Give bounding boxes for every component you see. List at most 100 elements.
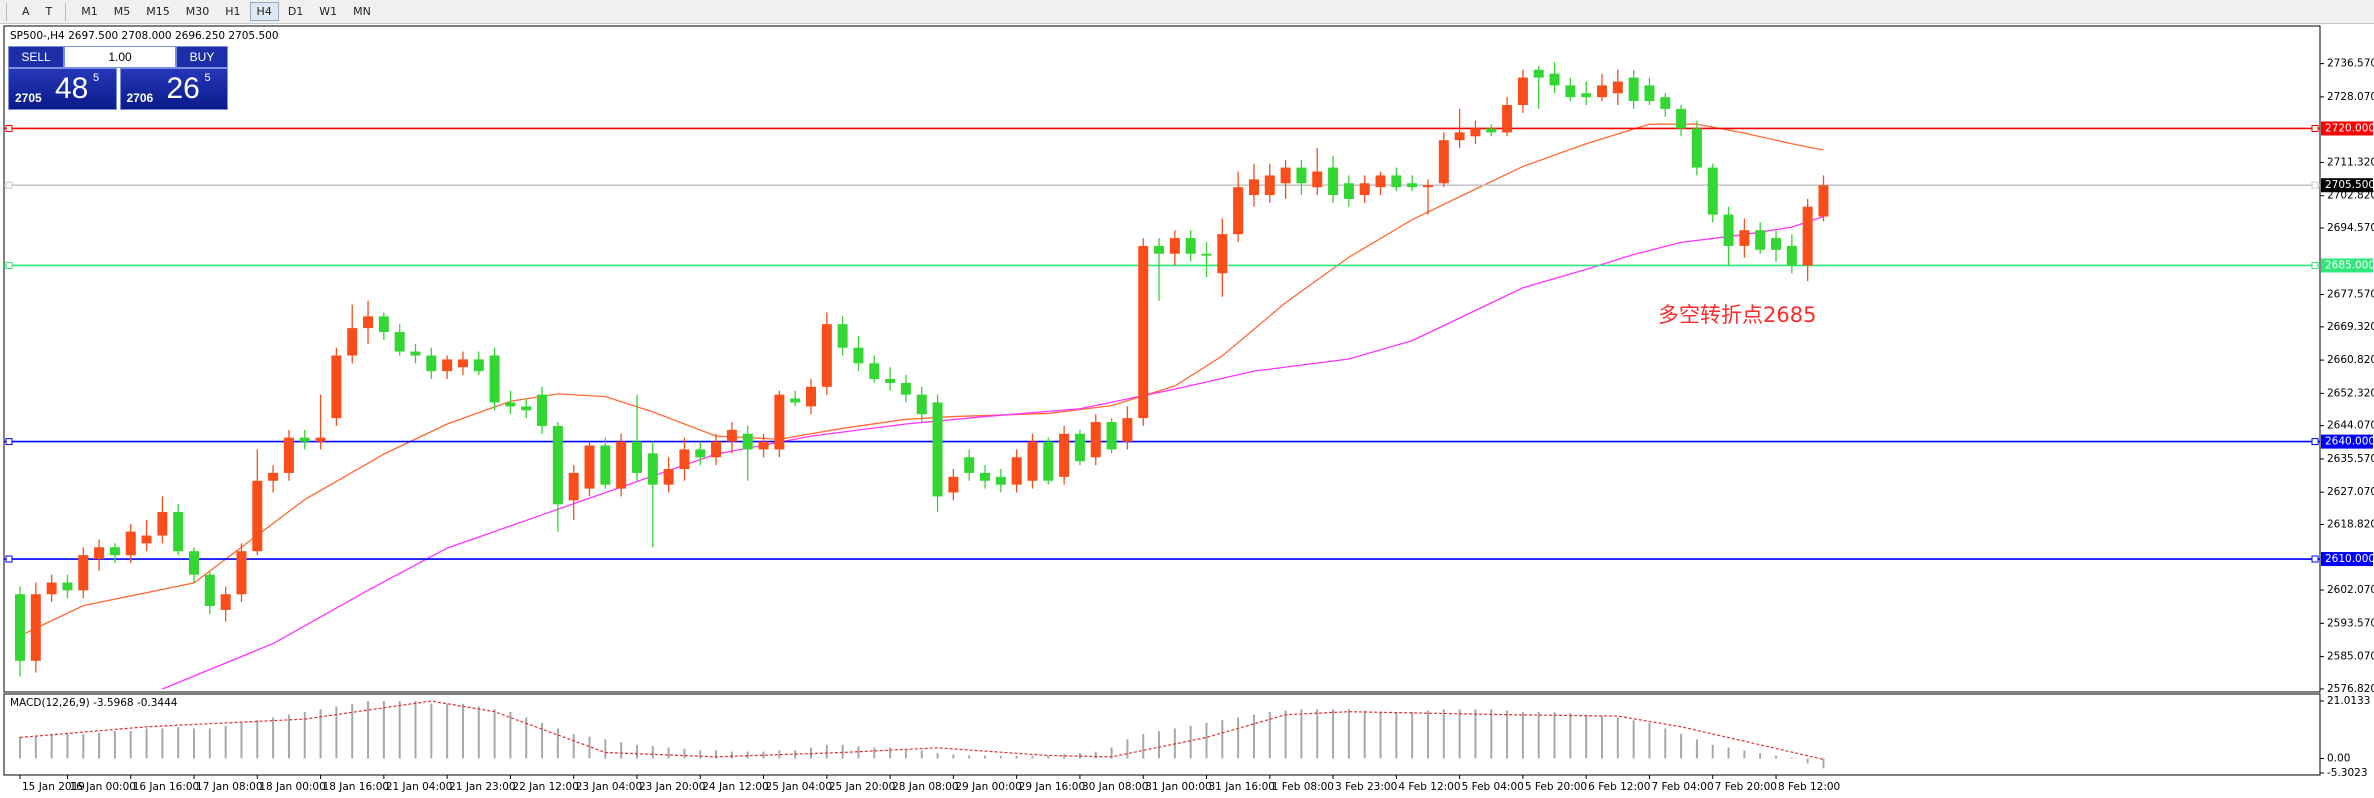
candle-body <box>774 394 785 450</box>
level-label-box <box>2321 178 2373 193</box>
candle-body <box>552 425 563 505</box>
macd-bar <box>984 755 987 759</box>
macd-bar <box>841 744 844 759</box>
trade-panel: SELL 1.00 BUY 2705 48 5 2706 26 5 <box>8 46 228 110</box>
candle-body <box>189 551 200 575</box>
candle-body <box>1612 81 1623 94</box>
macd-bar <box>1474 709 1477 759</box>
macd-bar <box>1759 753 1762 759</box>
y-tick-label: 2635.570 <box>2327 453 2374 465</box>
timeframe-button[interactable]: H1 <box>225 5 241 18</box>
candle-body <box>1233 187 1244 235</box>
macd-bar <box>525 717 528 759</box>
macd-bar <box>1537 711 1540 759</box>
candle-body <box>1739 230 1750 246</box>
candle-body <box>631 441 642 473</box>
candle-body <box>394 332 405 352</box>
candle-body <box>1138 245 1149 419</box>
buy-button[interactable]: BUY <box>176 46 228 68</box>
timeframe-button[interactable]: M15 <box>146 5 170 18</box>
timeframe-button[interactable]: W1 <box>319 5 338 18</box>
lot-input[interactable]: 1.00 <box>64 46 176 68</box>
level-handle <box>2311 181 2319 189</box>
candle-body <box>726 429 737 442</box>
candle-body <box>948 476 959 493</box>
candle-body <box>1359 183 1370 196</box>
macd-bar <box>1585 714 1588 759</box>
candle-body <box>1755 230 1766 250</box>
macd-bar <box>98 732 101 759</box>
timeframe-button[interactable]: M1 <box>81 5 98 18</box>
y-tick-label: 2702.820 <box>2327 190 2374 202</box>
macd-bar <box>920 750 923 759</box>
timeframe-button[interactable]: M5 <box>113 5 131 18</box>
moving-average <box>162 215 1824 690</box>
macd-bar <box>1521 711 1524 759</box>
x-tick-label: 5 Feb 04:00 <box>1462 781 1524 793</box>
candle-body <box>600 445 611 485</box>
candle-body <box>15 594 25 661</box>
macd-title: MACD(12,26,9) -3.5968 -0.3444 <box>10 697 178 709</box>
macd-bar <box>667 747 670 759</box>
candle-body <box>584 445 595 489</box>
macd-bar <box>193 728 196 759</box>
level-label: 2720.000 <box>2325 122 2374 134</box>
ask-main: 26 <box>166 72 200 105</box>
candle-body <box>236 551 247 595</box>
candle-body <box>1074 433 1085 462</box>
candle-body <box>347 328 358 356</box>
candle-body <box>457 359 468 368</box>
macd-bar <box>1426 710 1429 759</box>
x-tick-label: 1 Feb 08:00 <box>1272 781 1334 793</box>
sell-button[interactable]: SELL <box>8 46 64 68</box>
bid-main: 48 <box>55 72 89 105</box>
candle-body <box>1217 234 1228 274</box>
x-tick-label: 6 Feb 12:00 <box>1588 781 1650 793</box>
candle-body <box>473 359 484 372</box>
timeframe-button[interactable]: MN <box>353 5 371 18</box>
macd-bar <box>904 748 907 759</box>
macd-bar <box>1395 711 1398 759</box>
timeframe-button[interactable]: D1 <box>287 5 304 18</box>
x-tick-label: 28 Jan 08:00 <box>892 781 958 793</box>
timeframe-button[interactable]: M30 <box>185 5 210 18</box>
macd-bar <box>1616 717 1619 759</box>
candle-body <box>1106 422 1117 450</box>
plot-frame <box>3 25 2321 693</box>
candle-body <box>1502 104 1513 133</box>
bid-quote[interactable]: 2705 48 5 <box>8 68 117 110</box>
timeframe-button[interactable]: H4 <box>249 2 279 21</box>
candle-body <box>885 378 896 383</box>
ask-quote[interactable]: 2706 26 5 <box>119 68 228 110</box>
macd-tick-label: 21.0133 <box>2327 695 2370 707</box>
x-tick-label: 4 Feb 12:00 <box>1398 781 1460 793</box>
macd-bar <box>620 742 623 759</box>
macd-bar <box>1237 717 1240 759</box>
tool-button[interactable]: A <box>22 5 30 18</box>
candle-body <box>758 441 769 450</box>
macd-bar <box>635 744 638 759</box>
candle-body <box>711 441 722 458</box>
y-tick-label: 2627.070 <box>2327 486 2374 498</box>
macd-bar <box>177 727 180 759</box>
candle-body <box>1154 245 1165 254</box>
x-tick-label: 7 Feb 20:00 <box>1715 781 1777 793</box>
macd-bar <box>161 728 164 759</box>
x-tick-label: 7 Feb 04:00 <box>1651 781 1713 793</box>
level-label: 2685.000 <box>2325 259 2374 271</box>
macd-bar <box>224 725 227 759</box>
macd-bar <box>588 736 591 759</box>
x-tick-label: 21 Jan 23:00 <box>449 781 515 793</box>
candle-body <box>62 582 73 591</box>
candle-body <box>109 547 120 556</box>
macd-bar <box>1490 709 1493 759</box>
separator <box>6 2 7 21</box>
candle-body <box>1676 108 1687 129</box>
macd-bar <box>1189 725 1192 759</box>
macd-bar <box>1743 750 1746 759</box>
macd-bar <box>240 722 243 759</box>
macd-bar <box>1047 755 1050 759</box>
macd-bar <box>145 728 148 759</box>
candle-body <box>204 574 215 607</box>
tool-button[interactable]: T <box>45 5 53 18</box>
